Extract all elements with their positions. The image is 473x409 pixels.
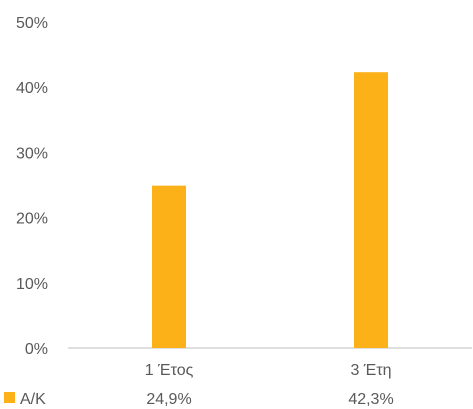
y-tick-label: 40% [16,80,48,97]
data-label: 24,9% [146,391,191,408]
bars [152,72,388,348]
legend-swatch [4,392,15,403]
y-tick-label: 20% [16,211,48,228]
x-tick-label: 3 Έτη [350,362,391,379]
y-tick-label: 30% [16,145,48,162]
y-tick-label: 10% [16,276,48,293]
legend-label: Α/Κ [20,391,46,408]
bar [152,185,186,348]
bar [354,72,388,348]
y-tick-label: 0% [25,341,48,358]
y-tick-label: 50% [16,15,48,32]
data-label: 42,3% [348,391,393,408]
x-tick-label: 1 Έτος [145,362,194,379]
category-labels: 1 Έτος 3 Έτη [145,362,392,379]
y-axis-ticks: 0% 10% 20% 30% 40% 50% [16,15,48,358]
data-table: Α/Κ 24,9% 42,3% [4,391,394,408]
